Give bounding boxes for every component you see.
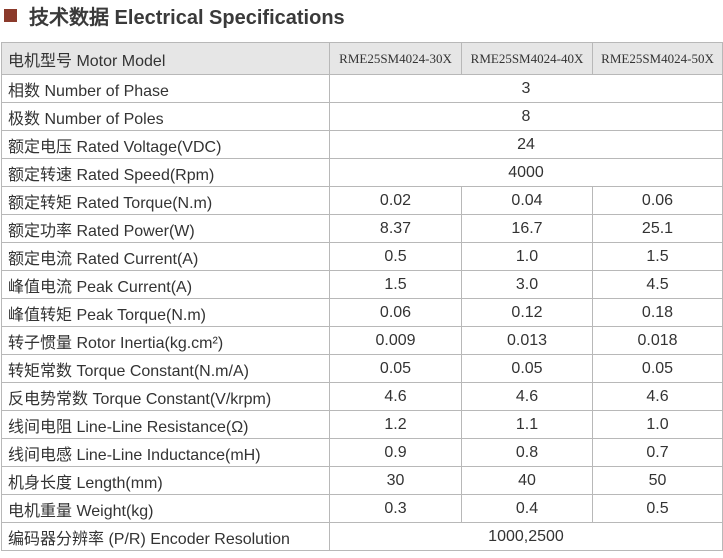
- spec-value: 0.04: [461, 186, 593, 215]
- spec-value: 4000: [329, 158, 723, 187]
- spec-row: 额定转速 Rated Speed(Rpm) 4000: [1, 158, 723, 187]
- spec-label: 峰值电流 Peak Current(A): [1, 270, 330, 299]
- spec-value: 50: [592, 466, 723, 495]
- spec-value: 1.5: [329, 270, 462, 299]
- spec-value: 4.5: [592, 270, 723, 299]
- spec-value: 0.05: [461, 354, 593, 383]
- spec-label: 额定转矩 Rated Torque(N.m): [1, 186, 330, 215]
- spec-value: 0.02: [329, 186, 462, 215]
- section-title: 技术数据 Electrical Specifications: [4, 2, 345, 29]
- model-header: RME25SM4024-30X: [329, 42, 462, 75]
- spec-value: 0.06: [329, 298, 462, 327]
- spec-value: 0.013: [461, 326, 593, 355]
- spec-row: 额定转矩 Rated Torque(N.m) 0.02 0.04 0.06: [1, 186, 723, 215]
- spec-row: 转矩常数 Torque Constant(N.m/A) 0.05 0.05 0.05: [1, 354, 723, 383]
- spec-label: 反电势常数 Torque Constant(V/krpm): [1, 382, 330, 411]
- spec-label: 极数 Number of Poles: [1, 102, 330, 131]
- spec-label: 额定电压 Rated Voltage(VDC): [1, 130, 330, 159]
- spec-value: 3: [329, 74, 723, 103]
- spec-value: 0.3: [329, 494, 462, 523]
- spec-value: 0.06: [592, 186, 723, 215]
- spec-value: 8: [329, 102, 723, 131]
- spec-label: 编码器分辨率 (P/R) Encoder Resolution: [1, 522, 330, 551]
- spec-table: 电机型号 Motor Model RME25SM4024-30X RME25SM40…: [1, 42, 723, 551]
- spec-value: 4.6: [592, 382, 723, 411]
- spec-value: 0.009: [329, 326, 462, 355]
- spec-row: 编码器分辨率 (P/R) Encoder Resolution 1000,2500: [1, 522, 723, 551]
- spec-label: 线间电阻 Line-Line Resistance(Ω): [1, 410, 330, 439]
- model-header: RME25SM4024-40X: [461, 42, 593, 75]
- model-header: RME25SM4024-50X: [592, 42, 723, 75]
- spec-row: 极数 Number of Poles 8: [1, 102, 723, 131]
- spec-label: 转子惯量 Rotor Inertia(kg.cm²): [1, 326, 330, 355]
- spec-row: 电机重量 Weight(kg) 0.3 0.4 0.5: [1, 494, 723, 523]
- spec-value: 40: [461, 466, 593, 495]
- spec-label: 额定电流 Rated Current(A): [1, 242, 330, 271]
- spec-row: 峰值电流 Peak Current(A) 1.5 3.0 4.5: [1, 270, 723, 299]
- spec-value: 25.1: [592, 214, 723, 243]
- spec-value: 1.5: [592, 242, 723, 271]
- spec-value: 1.0: [592, 410, 723, 439]
- spec-value: 16.7: [461, 214, 593, 243]
- spec-value: 4.6: [329, 382, 462, 411]
- spec-label: 额定功率 Rated Power(W): [1, 214, 330, 243]
- spec-label: 电机重量 Weight(kg): [1, 494, 330, 523]
- spec-row: 转子惯量 Rotor Inertia(kg.cm²) 0.009 0.013 0.01…: [1, 326, 723, 355]
- spec-label: 机身长度 Length(mm): [1, 466, 330, 495]
- spec-row: 线间电阻 Line-Line Resistance(Ω) 1.2 1.1 1.0: [1, 410, 723, 439]
- spec-value: 0.05: [592, 354, 723, 383]
- header-row: 电机型号 Motor Model RME25SM4024-30X RME25SM40…: [1, 42, 723, 75]
- spec-value: 0.4: [461, 494, 593, 523]
- spec-row: 反电势常数 Torque Constant(V/krpm) 4.6 4.6 4.6: [1, 382, 723, 411]
- title-text: 技术数据 Electrical Specifications: [29, 6, 345, 29]
- spec-label: 峰值转矩 Peak Torque(N.m): [1, 298, 330, 327]
- spec-value: 0.18: [592, 298, 723, 327]
- table-body: 相数 Number of Phase 3 极数 Number of Poles 8 额定…: [1, 74, 723, 551]
- spec-row: 相数 Number of Phase 3: [1, 74, 723, 103]
- spec-value: 0.7: [592, 438, 723, 467]
- spec-label: 线间电感 Line-Line Inductance(mH): [1, 438, 330, 467]
- header-label: 电机型号 Motor Model: [1, 42, 330, 75]
- title-icon: [4, 8, 17, 22]
- spec-row: 额定功率 Rated Power(W) 8.37 16.7 25.1: [1, 214, 723, 243]
- spec-value: 8.37: [329, 214, 462, 243]
- spec-value: 0.8: [461, 438, 593, 467]
- spec-value: 4.6: [461, 382, 593, 411]
- spec-value: 3.0: [461, 270, 593, 299]
- spec-value: 0.9: [329, 438, 462, 467]
- spec-value: 0.018: [592, 326, 723, 355]
- spec-row: 机身长度 Length(mm) 30 40 50: [1, 466, 723, 495]
- spec-value: 1.0: [461, 242, 593, 271]
- spec-value: 1000,2500: [329, 522, 723, 551]
- spec-row: 峰值转矩 Peak Torque(N.m) 0.06 0.12 0.18: [1, 298, 723, 327]
- spec-value: 30: [329, 466, 462, 495]
- spec-value: 1.2: [329, 410, 462, 439]
- spec-label: 额定转速 Rated Speed(Rpm): [1, 158, 330, 187]
- spec-label: 转矩常数 Torque Constant(N.m/A): [1, 354, 330, 383]
- spec-value: 1.1: [461, 410, 593, 439]
- spec-row: 额定电流 Rated Current(A) 0.5 1.0 1.5: [1, 242, 723, 271]
- spec-value: 0.5: [329, 242, 462, 271]
- spec-row: 线间电感 Line-Line Inductance(mH) 0.9 0.8 0.7: [1, 438, 723, 467]
- spec-value: 0.12: [461, 298, 593, 327]
- spec-label: 相数 Number of Phase: [1, 74, 330, 103]
- spec-value: 0.05: [329, 354, 462, 383]
- spec-value: 24: [329, 130, 723, 159]
- spec-value: 0.5: [592, 494, 723, 523]
- spec-row: 额定电压 Rated Voltage(VDC) 24: [1, 130, 723, 159]
